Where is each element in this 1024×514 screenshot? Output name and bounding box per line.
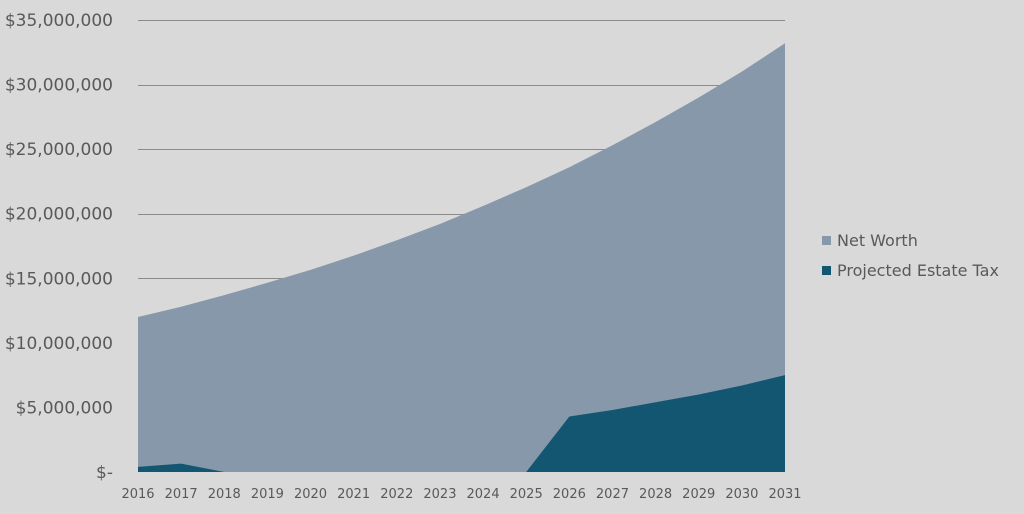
legend: Net Worth Projected Estate Tax	[822, 229, 999, 289]
x-tick-label-2018: 2018	[208, 487, 241, 502]
x-tick-label-2024: 2024	[467, 487, 500, 502]
legend-swatch-projected-estate-tax	[822, 266, 831, 275]
plot-areas	[138, 43, 785, 472]
legend-label-projected-estate-tax: Projected Estate Tax	[837, 261, 999, 280]
y-tick-label-2: $10,000,000	[5, 334, 113, 354]
x-tick-label-2017: 2017	[165, 487, 198, 502]
x-tick-label-2025: 2025	[510, 487, 543, 502]
x-axis-ticks: 2016 2017 2018 2019 2020 2021 2022 2023 2024 2025…	[121, 487, 801, 502]
x-tick-label-2028: 2028	[639, 487, 672, 502]
x-tick-label-2031: 2031	[768, 487, 801, 502]
x-tick-label-2022: 2022	[380, 487, 413, 502]
y-tick-label-7: $35,000,000	[5, 11, 113, 31]
x-tick-label-2019: 2019	[251, 487, 284, 502]
y-axis-ticks: $- $5,000,000 $10,000,000 $15,000,000 $20,00…	[5, 11, 113, 483]
y-tick-label-3: $15,000,000	[5, 269, 113, 289]
legend-label-net-worth: Net Worth	[837, 231, 918, 250]
y-tick-label-0: $-	[96, 463, 113, 483]
x-tick-label-2016: 2016	[121, 487, 154, 502]
legend-item-projected-estate-tax: Projected Estate Tax	[822, 259, 999, 282]
area-net-worth	[138, 43, 785, 472]
x-tick-label-2020: 2020	[294, 487, 327, 502]
y-tick-label-6: $30,000,000	[5, 76, 113, 96]
x-tick-label-2021: 2021	[337, 487, 370, 502]
area-projected-estate-tax	[138, 375, 785, 472]
x-tick-label-2023: 2023	[423, 487, 456, 502]
x-tick-label-2027: 2027	[596, 487, 629, 502]
y-tick-label-1: $5,000,000	[16, 398, 113, 418]
legend-item-net-worth: Net Worth	[822, 229, 999, 252]
x-tick-label-2029: 2029	[682, 487, 715, 502]
y-tick-label-5: $25,000,000	[5, 140, 113, 160]
x-tick-label-2026: 2026	[553, 487, 586, 502]
y-tick-label-4: $20,000,000	[5, 205, 113, 225]
x-tick-label-2030: 2030	[725, 487, 758, 502]
legend-swatch-net-worth	[822, 236, 831, 245]
